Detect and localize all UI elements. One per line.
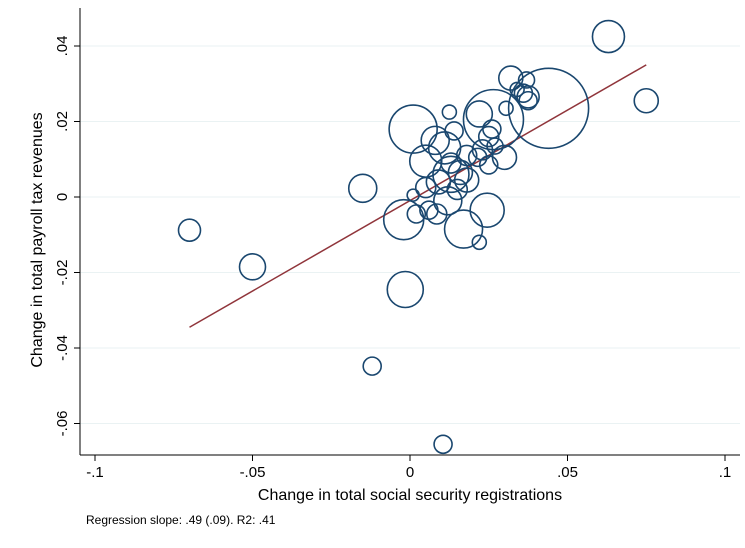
data-point — [633, 87, 660, 114]
x-tick-label: .1 — [719, 464, 732, 481]
data-point — [517, 71, 536, 89]
axes: -.1 -.05 0 .05 .1 -.06 -.04 -.02 0 .02 .04 — [54, 8, 740, 481]
x-axis-title: Change in total social security registra… — [258, 487, 562, 504]
x-tick-label: -.05 — [240, 464, 266, 481]
x-tick-label: .05 — [557, 464, 578, 481]
data-point — [482, 119, 502, 139]
y-tick-label: .04 — [54, 36, 71, 57]
regression-note: Regression slope: .49 (.09). R2: .41 — [86, 513, 276, 527]
data-point — [444, 121, 464, 141]
data-point — [443, 209, 484, 249]
data-point — [467, 147, 488, 168]
data-point — [388, 104, 438, 154]
data-point — [477, 125, 500, 148]
data-point — [455, 144, 478, 167]
data-point — [518, 90, 538, 111]
data-point — [453, 167, 480, 193]
data-points — [177, 19, 660, 455]
y-tick-label: -.06 — [54, 411, 71, 437]
y-tick-label: .02 — [54, 111, 71, 132]
y-tick-label: -.02 — [54, 260, 71, 286]
data-point — [516, 85, 540, 109]
data-point — [432, 155, 470, 194]
data-point — [471, 234, 488, 251]
data-point — [591, 19, 626, 54]
data-point — [491, 144, 518, 171]
data-point — [433, 434, 453, 455]
data-point — [406, 204, 427, 224]
y-axis-title: Change in total payroll tax revenues — [29, 112, 46, 367]
data-point — [507, 67, 590, 150]
y-tick-label: 0 — [54, 193, 71, 201]
data-point — [462, 88, 525, 151]
y-tick-label: -.04 — [54, 335, 71, 361]
data-point — [238, 253, 267, 281]
data-point — [441, 104, 458, 120]
data-point — [469, 192, 505, 229]
data-point — [498, 100, 514, 117]
data-point — [362, 356, 383, 376]
data-point — [347, 173, 378, 204]
data-point — [478, 155, 499, 175]
data-point — [447, 159, 474, 186]
regression-fit-line — [189, 64, 647, 328]
x-tick-label: 0 — [406, 464, 414, 481]
data-point — [177, 218, 202, 243]
x-tick-label: -.1 — [86, 464, 104, 481]
data-point — [420, 125, 451, 156]
data-point — [465, 100, 494, 128]
data-point — [446, 178, 469, 201]
data-point — [386, 270, 425, 309]
